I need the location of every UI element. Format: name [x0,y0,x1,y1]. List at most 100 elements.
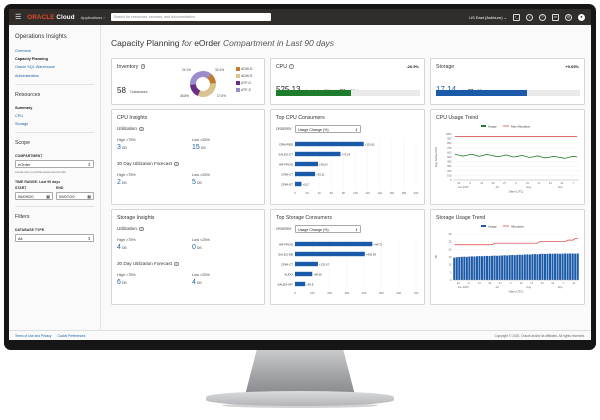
usage-bar[interactable] [470,256,473,280]
global-search-input[interactable]: Search for resources, services, and docu… [110,13,271,21]
usage-bar[interactable] [528,254,531,280]
usage-bar[interactable] [475,256,478,280]
usage-bar[interactable] [468,256,471,280]
end-date-input[interactable]: 09/07/20 ▦ [56,191,94,200]
usage-bar[interactable] [531,254,534,280]
bar[interactable] [295,261,318,267]
bar[interactable] [295,271,313,277]
applications-menu[interactable]: Applications › [80,14,105,20]
usage-bar[interactable] [473,256,476,280]
usage-bar[interactable] [496,255,499,280]
forecast-low-count-link[interactable]: 5DB [192,179,202,186]
info-icon[interactable]: i [139,126,144,132]
cookie-preferences-link[interactable]: Cookie Preferences [57,333,86,338]
donut-slice[interactable] [190,84,201,96]
usage-bar[interactable] [483,256,486,280]
start-date-input[interactable]: 06/09/20 ▦ [15,191,53,200]
usage-bar[interactable] [491,255,494,280]
compartment-select[interactable]: eOrder ⇕ [15,159,94,168]
user-avatar-icon[interactable]: ● [578,13,585,21]
donut-slice[interactable] [197,83,216,97]
info-icon[interactable]: i [174,161,179,167]
usage-bar[interactable] [460,256,463,280]
usage-bar[interactable] [463,256,466,280]
usage-bar[interactable] [503,255,506,280]
info-icon[interactable]: i [174,261,179,267]
resource-cpu[interactable]: CPU [15,113,24,118]
usage-bar[interactable] [508,255,511,280]
usage-bar[interactable] [549,253,552,280]
bar[interactable] [295,161,319,167]
nav-administration[interactable]: Administration [15,73,40,78]
info-icon[interactable]: i [139,226,144,232]
forecast-high-count-link[interactable]: 2DB [117,179,127,186]
usage-bar[interactable] [453,257,456,280]
forecast-high-count-link[interactable]: 6DB [117,279,127,286]
usage-line[interactable] [454,153,578,159]
info-icon[interactable]: i [289,64,294,69]
usage-bar[interactable] [518,254,521,280]
usage-bar[interactable] [511,255,514,280]
bar[interactable] [295,251,365,257]
low-count-link[interactable]: 0DB [192,244,202,251]
bar[interactable] [295,241,373,247]
bar[interactable] [295,141,364,147]
chat-icon[interactable]: ▭ [552,13,559,21]
usage-bar[interactable] [465,256,468,280]
usage-bar[interactable] [480,256,483,280]
allocation-line[interactable] [454,238,578,246]
donut-slice[interactable] [190,71,212,85]
oracle-cloud-logo[interactable]: ORACLE Cloud [27,13,75,21]
usage-bar[interactable] [493,255,496,280]
usage-bar[interactable] [506,255,509,280]
usage-bar[interactable] [571,253,574,280]
database-type-select[interactable]: All ⇕ [15,233,94,242]
usage-bar[interactable] [574,253,577,280]
usage-bar[interactable] [559,253,562,280]
help-icon[interactable]: ? [539,13,546,21]
notifications-bell-icon[interactable]: ♪ [526,13,533,21]
nav-overview[interactable]: Overview [15,49,31,53]
terms-link[interactable]: Terms of Use and Privacy [15,333,52,338]
nav-oracle-sql-warehouse[interactable]: Oracle SQL Warehouse [15,65,56,70]
bar[interactable] [295,151,341,157]
usage-bar[interactable] [458,257,461,280]
resource-summary[interactable]: Summary [15,105,33,110]
usage-bar[interactable] [516,254,519,280]
usage-bar[interactable] [478,256,481,280]
cloud-shell-icon[interactable]: ›_ [513,13,520,21]
usage-bar[interactable] [536,254,539,280]
bar[interactable] [295,281,306,287]
usage-bar[interactable] [546,253,549,280]
high-count-link[interactable]: 3DB [117,144,127,151]
hamburger-icon[interactable]: ☰ [15,13,22,21]
usage-bar[interactable] [488,256,491,280]
usage-bar[interactable] [541,253,544,280]
high-count-link[interactable]: 4DB [117,244,127,251]
usage-bar[interactable] [523,254,526,280]
region-selector[interactable]: US East (Ashburn) ⌄ [469,14,507,20]
low-count-link[interactable]: 15DB [192,144,206,151]
usage-bar[interactable] [576,253,579,280]
usage-bar[interactable] [566,253,569,280]
nav-capacity-planning[interactable]: Capacity Planning [15,57,48,62]
usage-bar[interactable] [561,253,564,280]
usage-bar[interactable] [543,253,546,280]
forecast-low-count-link[interactable]: 4DB [192,279,202,286]
orderby-select[interactable]: Usage Change (%) ⇕ [295,225,361,233]
bar[interactable] [295,181,302,187]
usage-bar[interactable] [556,253,559,280]
usage-bar[interactable] [513,255,516,280]
usage-bar[interactable] [533,254,536,280]
usage-bar[interactable] [455,257,458,280]
usage-bar[interactable] [498,255,501,280]
usage-bar[interactable] [569,253,572,280]
usage-bar[interactable] [538,253,541,280]
usage-bar[interactable] [551,253,554,280]
usage-bar[interactable] [554,253,557,280]
usage-bar[interactable] [564,253,567,280]
orderby-select[interactable]: Usage Change (%) ⇕ [295,125,361,133]
usage-bar[interactable] [526,254,529,280]
language-globe-icon[interactable]: ◎ [565,13,572,21]
resource-storage[interactable]: Storage [15,121,29,126]
